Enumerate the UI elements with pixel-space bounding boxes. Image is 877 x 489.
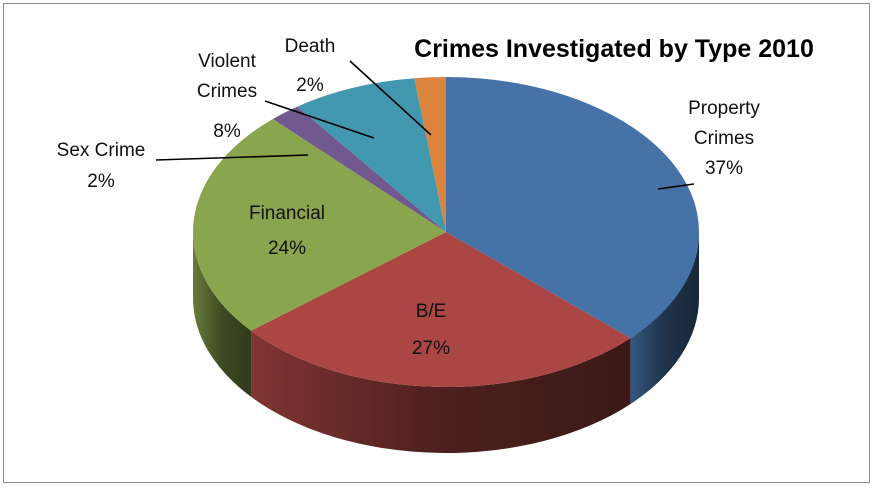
pie-slice-property-crimes xyxy=(446,77,699,339)
pie-side-financial xyxy=(193,232,252,397)
pie-slice-death xyxy=(414,77,446,232)
leader-line-violent-crimes xyxy=(264,100,375,139)
pie-side-b-e xyxy=(251,330,631,453)
leader-lines xyxy=(155,60,695,190)
category-label-financial: Financial xyxy=(249,203,325,224)
leader-line-property-crimes xyxy=(657,183,695,190)
pie-side-property-crimes xyxy=(630,232,699,405)
category-label-violent-crimes: Crimes xyxy=(197,81,257,102)
category-label-b-e: B/E xyxy=(416,301,447,322)
pie-top xyxy=(192,77,699,387)
pie-slice-sex-crime xyxy=(272,106,446,232)
leader-line-sex-crime xyxy=(155,154,309,161)
chart-title: Crimes Investigated by Type 2010 xyxy=(414,35,814,63)
value-label-property-crimes: 37% xyxy=(705,158,743,179)
leader-line-death xyxy=(349,60,432,136)
pie-slice-financial xyxy=(192,119,446,331)
chart-area: Crimes Investigated by Type 2010 Propert… xyxy=(3,3,870,483)
pie-slice-violent-crimes xyxy=(297,78,446,232)
pie-slice-b-e xyxy=(251,232,631,387)
pie-chart: Crimes Investigated by Type 2010 Propert… xyxy=(57,35,814,453)
category-label-violent-crimes: Violent xyxy=(198,51,256,72)
pie-sides xyxy=(193,232,699,453)
value-label-violent-crimes: 8% xyxy=(213,121,241,142)
category-label-property-crimes: Property xyxy=(688,98,760,119)
slice-labels: Property Crimes 37% B/E 27% Financial 24% Sex C… xyxy=(57,36,761,359)
category-label-property-crimes: Crimes xyxy=(694,128,754,149)
value-label-death: 2% xyxy=(296,75,324,96)
value-label-b-e: 27% xyxy=(412,338,450,359)
category-label-death: Death xyxy=(285,36,336,57)
value-label-sex-crime: 2% xyxy=(87,171,115,192)
value-label-financial: 24% xyxy=(268,238,306,259)
category-label-sex-crime: Sex Crime xyxy=(57,140,146,161)
